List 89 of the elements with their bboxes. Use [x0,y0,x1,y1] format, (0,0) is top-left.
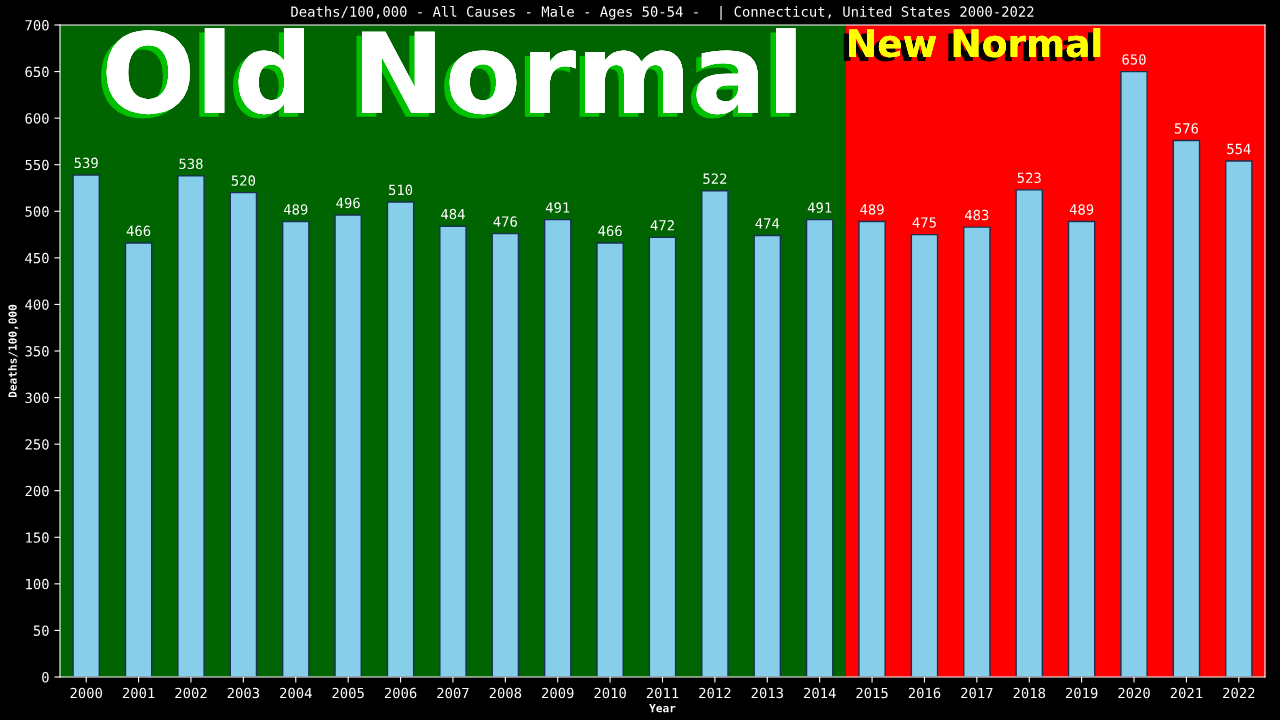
y-tick-label: 450 [25,252,49,264]
bar [1015,189,1044,677]
y-tick-label: 200 [25,485,49,497]
data-label: 476 [493,216,517,227]
y-tick-label: 600 [25,113,49,124]
x-tick-label: 2013 [751,687,783,699]
data-label: 576 [1174,123,1199,134]
y-tick-label: 500 [25,206,49,217]
bar [1225,160,1253,677]
data-label: 496 [336,197,360,209]
data-label: 523 [1017,172,1041,184]
bar [1067,220,1096,677]
y-tick-label: 100 [26,578,49,590]
bar [491,232,520,677]
x-tick-label: 2020 [1118,687,1150,699]
bar [1172,139,1201,677]
bar [543,218,572,677]
y-tick-label: 700 [25,20,49,31]
bar [648,236,677,677]
bar [910,233,939,677]
data-label: 472 [650,220,674,231]
data-label: 474 [755,218,780,229]
data-label: 554 [1227,143,1251,155]
y-tick-label: 0 [42,672,49,683]
x-tick-label: 2019 [1065,687,1098,699]
data-label: 650 [1122,54,1146,65]
bar [701,190,729,677]
y-tick-label: 550 [25,159,49,171]
bar [386,201,415,677]
x-tick-label: 2005 [332,687,364,699]
data-label: 466 [598,225,622,237]
bar [1120,70,1148,677]
x-tick-label: 2008 [489,687,522,699]
data-label: 489 [1069,204,1094,215]
data-label: 489 [283,204,308,215]
band-label: Old Normal [101,28,796,119]
bar [596,242,624,677]
data-label: 522 [703,173,727,184]
y-tick-label: 50 [33,625,49,636]
x-tick-label: 2007 [437,687,469,699]
data-label: 489 [860,204,884,215]
bar [439,225,467,677]
data-label: 483 [965,209,989,221]
data-label: 475 [912,217,936,228]
bar [177,175,205,677]
data-label: 491 [545,202,570,213]
x-tick-label: 2009 [542,687,574,699]
data-label: 520 [231,175,256,186]
x-tick-label: 2010 [594,687,626,699]
y-tick-label: 400 [25,299,49,310]
x-tick-label: 2022 [1223,687,1255,699]
chart-title: Deaths/100,000 - All Causes - Male - Ages 50-54 - | Connecticut, United States 2000-2022 [291,6,1034,20]
x-tick-label: 2006 [384,687,417,699]
y-tick-label: 300 [25,392,49,404]
data-label: 466 [126,225,151,237]
y-tick-label: 350 [25,346,49,357]
x-tick-label: 2018 [1013,687,1046,699]
bar [281,220,310,677]
x-axis-title: Year [649,704,676,713]
x-tick-label: 2004 [280,687,312,699]
bar [753,234,782,677]
x-tick-label: 2014 [803,687,836,699]
bar [72,174,100,677]
data-label: 538 [179,158,203,170]
x-tick-label: 2001 [122,687,155,699]
y-axis-title: Deaths/100,000 [8,304,19,398]
band-label: New Normal [843,28,1101,62]
data-label: 539 [74,157,98,169]
data-label: 510 [388,184,413,196]
data-label: 491 [807,202,832,213]
bar [963,226,991,677]
bar [124,242,153,677]
x-tick-label: 2011 [646,687,679,699]
y-tick-label: 150 [26,532,49,543]
x-tick-label: 2016 [908,687,941,699]
bar [334,214,362,677]
x-tick-label: 2017 [961,687,993,699]
bar [805,218,834,677]
x-tick-label: 2000 [70,687,103,699]
x-tick-label: 2021 [1170,687,1203,699]
y-tick-label: 650 [25,66,49,78]
x-tick-label: 2003 [227,687,260,699]
x-tick-label: 2012 [699,687,731,699]
bar [858,220,886,677]
x-tick-label: 2002 [175,687,207,699]
x-tick-label: 2015 [856,687,888,699]
bar [229,191,258,677]
data-label: 484 [441,208,465,220]
y-tick-label: 250 [25,439,49,450]
